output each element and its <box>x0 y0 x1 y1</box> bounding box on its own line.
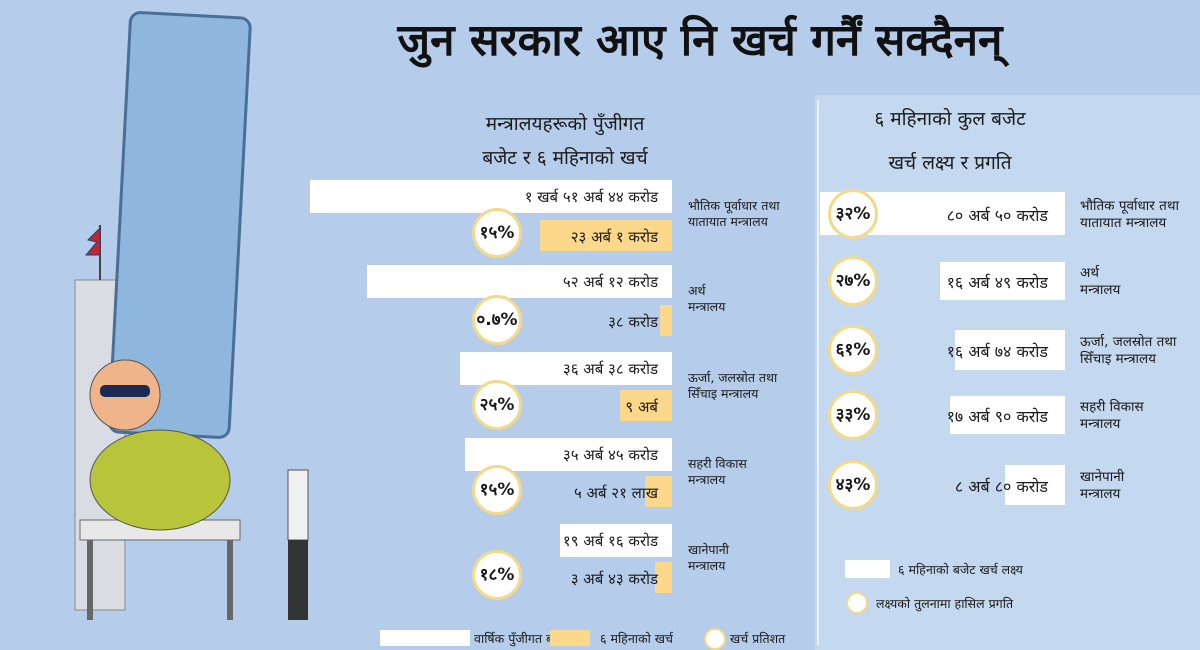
ministry: खानेपानी <box>688 542 729 557</box>
legend-label: वार्षिक पुँजीगत बजेट <box>474 631 569 646</box>
target-bar <box>955 330 1065 370</box>
percent: २५% <box>472 380 522 430</box>
annual-budget: ३६ अर्ब ३८ करोड <box>562 360 658 378</box>
ministry: सिँचाइ मन्त्रालय <box>688 386 759 401</box>
left-heading: बजेट र ६ महिनाको खर्च <box>482 147 648 169</box>
annual-budget: १९ अर्ब १६ करोड <box>562 532 658 550</box>
annual-bar <box>460 352 672 385</box>
legend-label: लक्ष्यको तुलनामा हासिल प्रगति <box>876 596 1014 611</box>
target: १६ अर्ब ७४ करोड <box>946 342 1048 361</box>
spent: ३ अर्ब ४३ करोड <box>570 570 658 588</box>
glasses <box>100 385 150 397</box>
legend-swatch <box>704 628 726 650</box>
ministry: भौतिक पूर्वाधार तथा <box>688 198 780 213</box>
target: १६ अर्ब ४९ करोड <box>946 273 1048 292</box>
ministry: मन्त्रालय <box>1080 416 1121 432</box>
spent: ३८ करोड <box>608 313 658 331</box>
ministry: मन्त्रालय <box>688 299 726 314</box>
ministry: खानेपानी <box>1080 469 1125 485</box>
cartoon <box>74 11 309 620</box>
legend-swatch <box>550 630 590 646</box>
annual-bar <box>310 180 672 213</box>
ministry: मन्त्रालय <box>1080 486 1121 502</box>
legend-swatch <box>380 630 470 646</box>
progress: ६१% <box>828 325 878 375</box>
spent: ९ अर्ब <box>625 398 658 416</box>
progress: २७% <box>828 256 878 306</box>
ministry: सहरी विकास <box>1080 399 1144 415</box>
legend-swatch <box>846 592 868 614</box>
percent: ०.७% <box>472 295 522 345</box>
target-bar <box>950 396 1065 434</box>
flag <box>84 226 101 256</box>
target-bar <box>1005 465 1065 505</box>
annual-budget: ३५ अर्ब ४५ करोड <box>562 446 658 464</box>
legend-label: खर्च प्रतिशत <box>730 631 786 646</box>
right-panel-bg <box>815 95 1200 650</box>
ministry: यातायात मन्त्रालय <box>1080 214 1167 231</box>
ministry: मन्त्रालय <box>688 472 726 487</box>
spent-bar <box>540 220 672 251</box>
ministry: ऊर्जा, जलस्रोत तथा <box>1080 334 1177 350</box>
percent: १५% <box>472 208 522 258</box>
ministry: भौतिक पूर्वाधार तथा <box>1080 197 1179 214</box>
title: जुन सरकार आए नि खर्च गर्नैं सक्दैनन् <box>397 15 1003 66</box>
progress: ३२% <box>828 188 878 239</box>
annual-budget: ५२ अर्ब १२ करोड <box>562 273 658 291</box>
right-heading: ६ महिनाको कुल बजेट <box>874 108 1026 130</box>
spent-bar <box>660 305 672 336</box>
ministry: मन्त्रालय <box>688 558 726 573</box>
target: १७ अर्ब ९० करोड <box>946 407 1048 426</box>
ministry: सहरी विकास <box>688 456 747 471</box>
spent-bar <box>655 562 672 593</box>
target: ८ अर्ब ८० करोड <box>954 477 1048 496</box>
ministry: अर्थ <box>1080 265 1099 281</box>
target: ८० अर्ब ५० करोड <box>946 205 1048 225</box>
ministry: अर्थ <box>688 283 706 298</box>
ministry: ऊर्जा, जलस्रोत तथा <box>688 370 778 385</box>
target-bar <box>940 262 1065 300</box>
legend-label: ६ महिनाको बजेट खर्च लक्ष्य <box>898 562 1023 577</box>
divider <box>817 100 819 645</box>
ministry: यातायात मन्त्रालय <box>688 214 768 229</box>
percent: १८% <box>472 550 522 600</box>
spent: ५ अर्ब २१ लाख <box>573 484 658 502</box>
annual-bar <box>560 524 672 557</box>
ministry: मन्त्रालय <box>1080 282 1121 298</box>
right-heading: खर्च लक्ष्य र प्रगति <box>888 152 1012 174</box>
small-man-legs <box>288 540 308 620</box>
progress: ३३% <box>828 390 878 440</box>
body <box>89 429 231 531</box>
spent-bar <box>620 390 672 421</box>
ministry: सिँचाइ मन्त्रालय <box>1080 351 1157 367</box>
progress: ४३% <box>828 460 878 510</box>
small-man <box>287 469 309 541</box>
spent: २३ अर्ब १ करोड <box>570 228 658 246</box>
legend-label: ६ महिनाको खर्च <box>600 631 673 646</box>
percent: १५% <box>472 465 522 515</box>
annual-budget: १ खर्ब ५१ अर्ब ४४ करोड <box>524 188 658 206</box>
left-heading: मन्त्रालयहरूको पुँजीगत <box>485 113 645 135</box>
spent-bar <box>645 476 672 507</box>
annual-bar <box>367 265 672 298</box>
legend-swatch <box>845 560 890 578</box>
